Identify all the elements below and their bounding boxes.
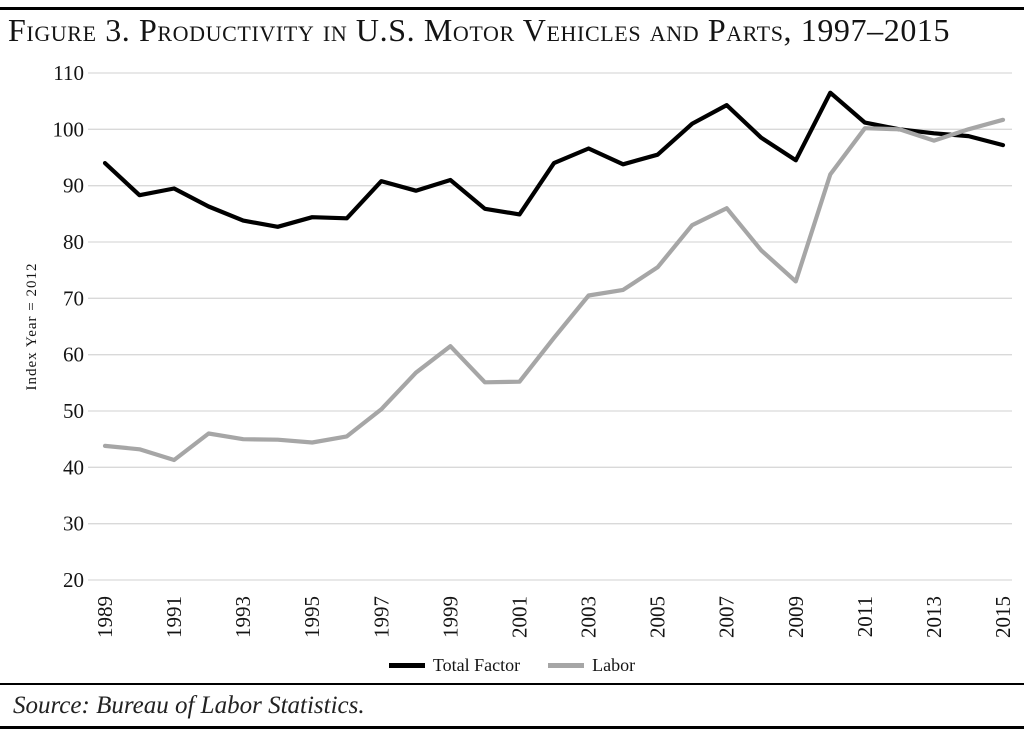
x-tick-label: 2015 bbox=[991, 596, 1015, 638]
y-tick-label: 30 bbox=[63, 512, 84, 536]
y-tick-label: 20 bbox=[63, 568, 84, 592]
legend-label-total-factor: Total Factor bbox=[432, 654, 521, 675]
series-labor bbox=[102, 117, 1006, 463]
y-tick-label: 80 bbox=[63, 230, 84, 254]
legend-item-total-factor: Total Factor bbox=[388, 654, 521, 676]
legend-item-labor: Labor bbox=[548, 655, 635, 676]
total-factor-line-swatch bbox=[388, 662, 425, 668]
x-tick-label: 2003 bbox=[577, 596, 601, 638]
x-tick-label: 2009 bbox=[784, 596, 808, 638]
x-tick-label: 1993 bbox=[231, 596, 255, 638]
x-tick-label: 2013 bbox=[922, 596, 946, 638]
x-tick-label: 1997 bbox=[369, 596, 393, 638]
series-total-factor bbox=[102, 90, 1006, 229]
top-rule bbox=[0, 7, 1024, 10]
legend: Total Factor Labor bbox=[0, 652, 1024, 678]
source-bar: Source: Bureau of Labor Statistics. bbox=[0, 685, 1024, 726]
y-tick-label: 70 bbox=[63, 286, 84, 310]
x-tick-label: 2001 bbox=[507, 596, 531, 638]
y-tick-label: 90 bbox=[63, 174, 84, 198]
legend-label-labor: Labor bbox=[592, 654, 636, 675]
x-tick-label: 2011 bbox=[853, 596, 877, 637]
x-tick-label: 1995 bbox=[300, 596, 324, 638]
labor-line-swatch bbox=[548, 662, 585, 668]
bottom-rule bbox=[0, 726, 1024, 729]
figure-title: Figure 3. Productivity in U.S. Motor Veh… bbox=[8, 12, 951, 48]
x-tick-label: 2007 bbox=[715, 596, 739, 638]
x-tick-label: 1989 bbox=[93, 596, 117, 638]
y-tick-label: 40 bbox=[63, 455, 84, 479]
x-tick-label: 2005 bbox=[646, 596, 670, 638]
x-tick-label: 1991 bbox=[162, 596, 186, 638]
y-tick-label: 100 bbox=[53, 117, 85, 141]
productivity-chart: 20 30 40 50 60 70 80 90 100 110 1989 1991 1993 1995 19… bbox=[24, 61, 1015, 638]
y-tick-label: 60 bbox=[63, 343, 84, 367]
x-tick-label: 1999 bbox=[438, 596, 462, 638]
source-note: Source: Bureau of Labor Statistics. bbox=[13, 691, 365, 719]
y-axis-title: Index Year = 2012 bbox=[24, 263, 40, 391]
separator-rule bbox=[0, 683, 1024, 685]
y-tick-label: 50 bbox=[63, 399, 84, 423]
y-tick-label: 110 bbox=[53, 61, 84, 85]
